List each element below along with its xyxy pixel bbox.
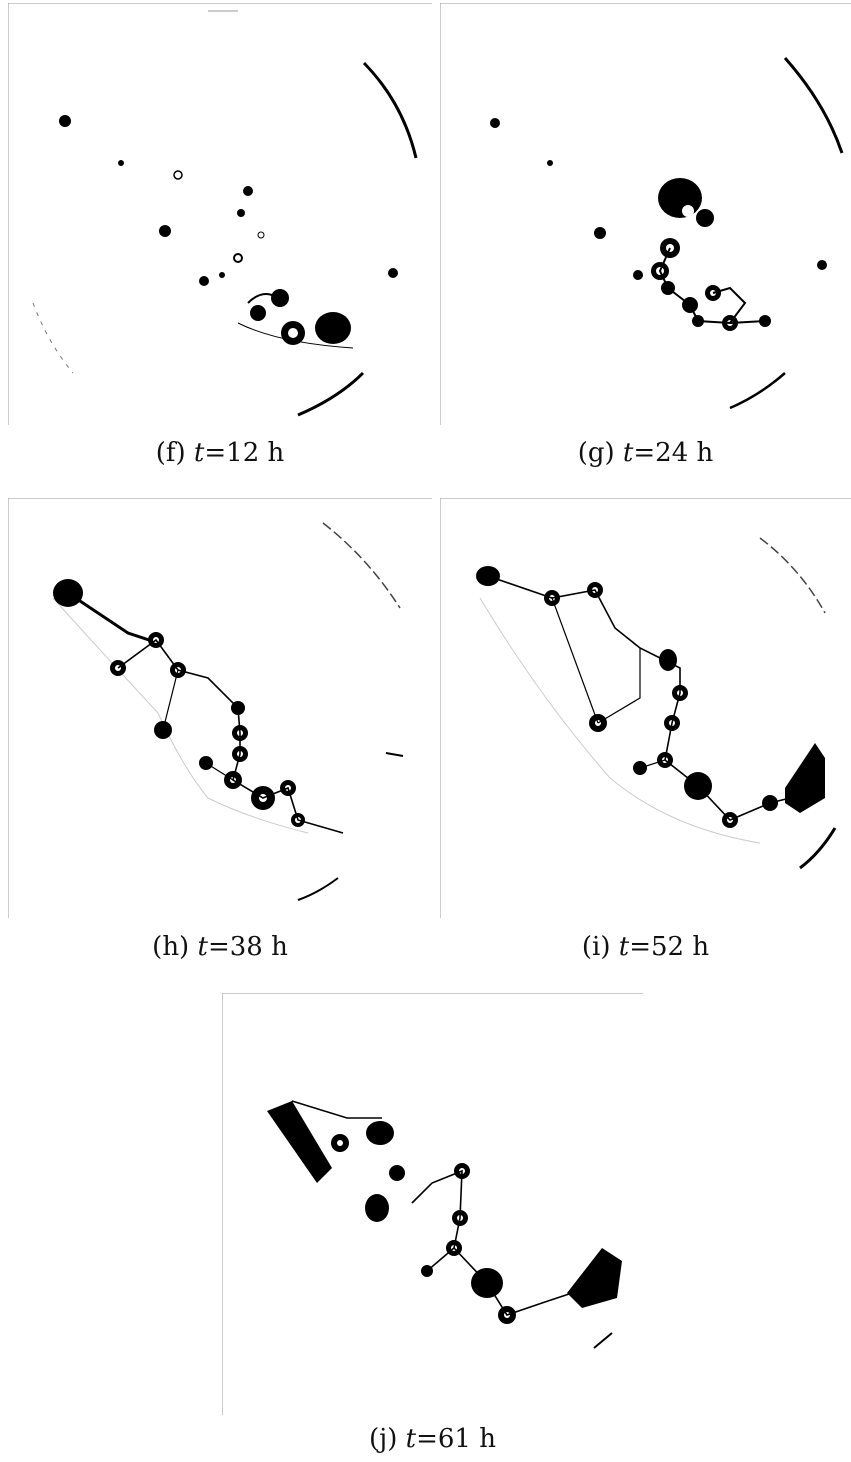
caption-h: (h) t=38 h [8, 932, 432, 962]
caption-f-value: =12 h [204, 438, 285, 468]
panel-j-image [222, 993, 643, 1415]
caption-i-value: =52 h [629, 932, 710, 962]
caption-i: (i) t=52 h [440, 932, 851, 962]
caption-h-value: =38 h [207, 932, 288, 962]
slime-mold-plate-24h [440, 3, 851, 425]
caption-g-label: (g) [577, 438, 615, 468]
caption-i-var: t [618, 932, 630, 962]
caption-j-label: (j) [369, 1424, 398, 1454]
caption-h-var: t [197, 932, 208, 962]
caption-g: (g) t=24 h [440, 438, 851, 468]
panel-i-image [440, 498, 851, 918]
slime-mold-plate-52h [440, 498, 851, 918]
caption-f-var: t [193, 438, 205, 468]
panel-g-image [440, 3, 851, 425]
panel-h-image [8, 498, 432, 918]
caption-g-var: t [622, 438, 634, 468]
caption-g-value: =24 h [633, 438, 714, 468]
caption-j-value: =61 h [416, 1424, 496, 1454]
slime-mold-plate-12h [8, 3, 432, 425]
panel-f-image [8, 3, 432, 425]
caption-h-label: (h) [152, 932, 190, 962]
caption-j: (j) t=61 h [222, 1424, 643, 1454]
slime-mold-plate-38h [8, 498, 432, 918]
slime-mold-plate-61h [222, 993, 643, 1415]
caption-f: (f) t=12 h [8, 438, 432, 468]
caption-f-label: (f) [155, 438, 186, 468]
caption-i-label: (i) [581, 932, 611, 962]
caption-j-var: t [405, 1424, 417, 1454]
